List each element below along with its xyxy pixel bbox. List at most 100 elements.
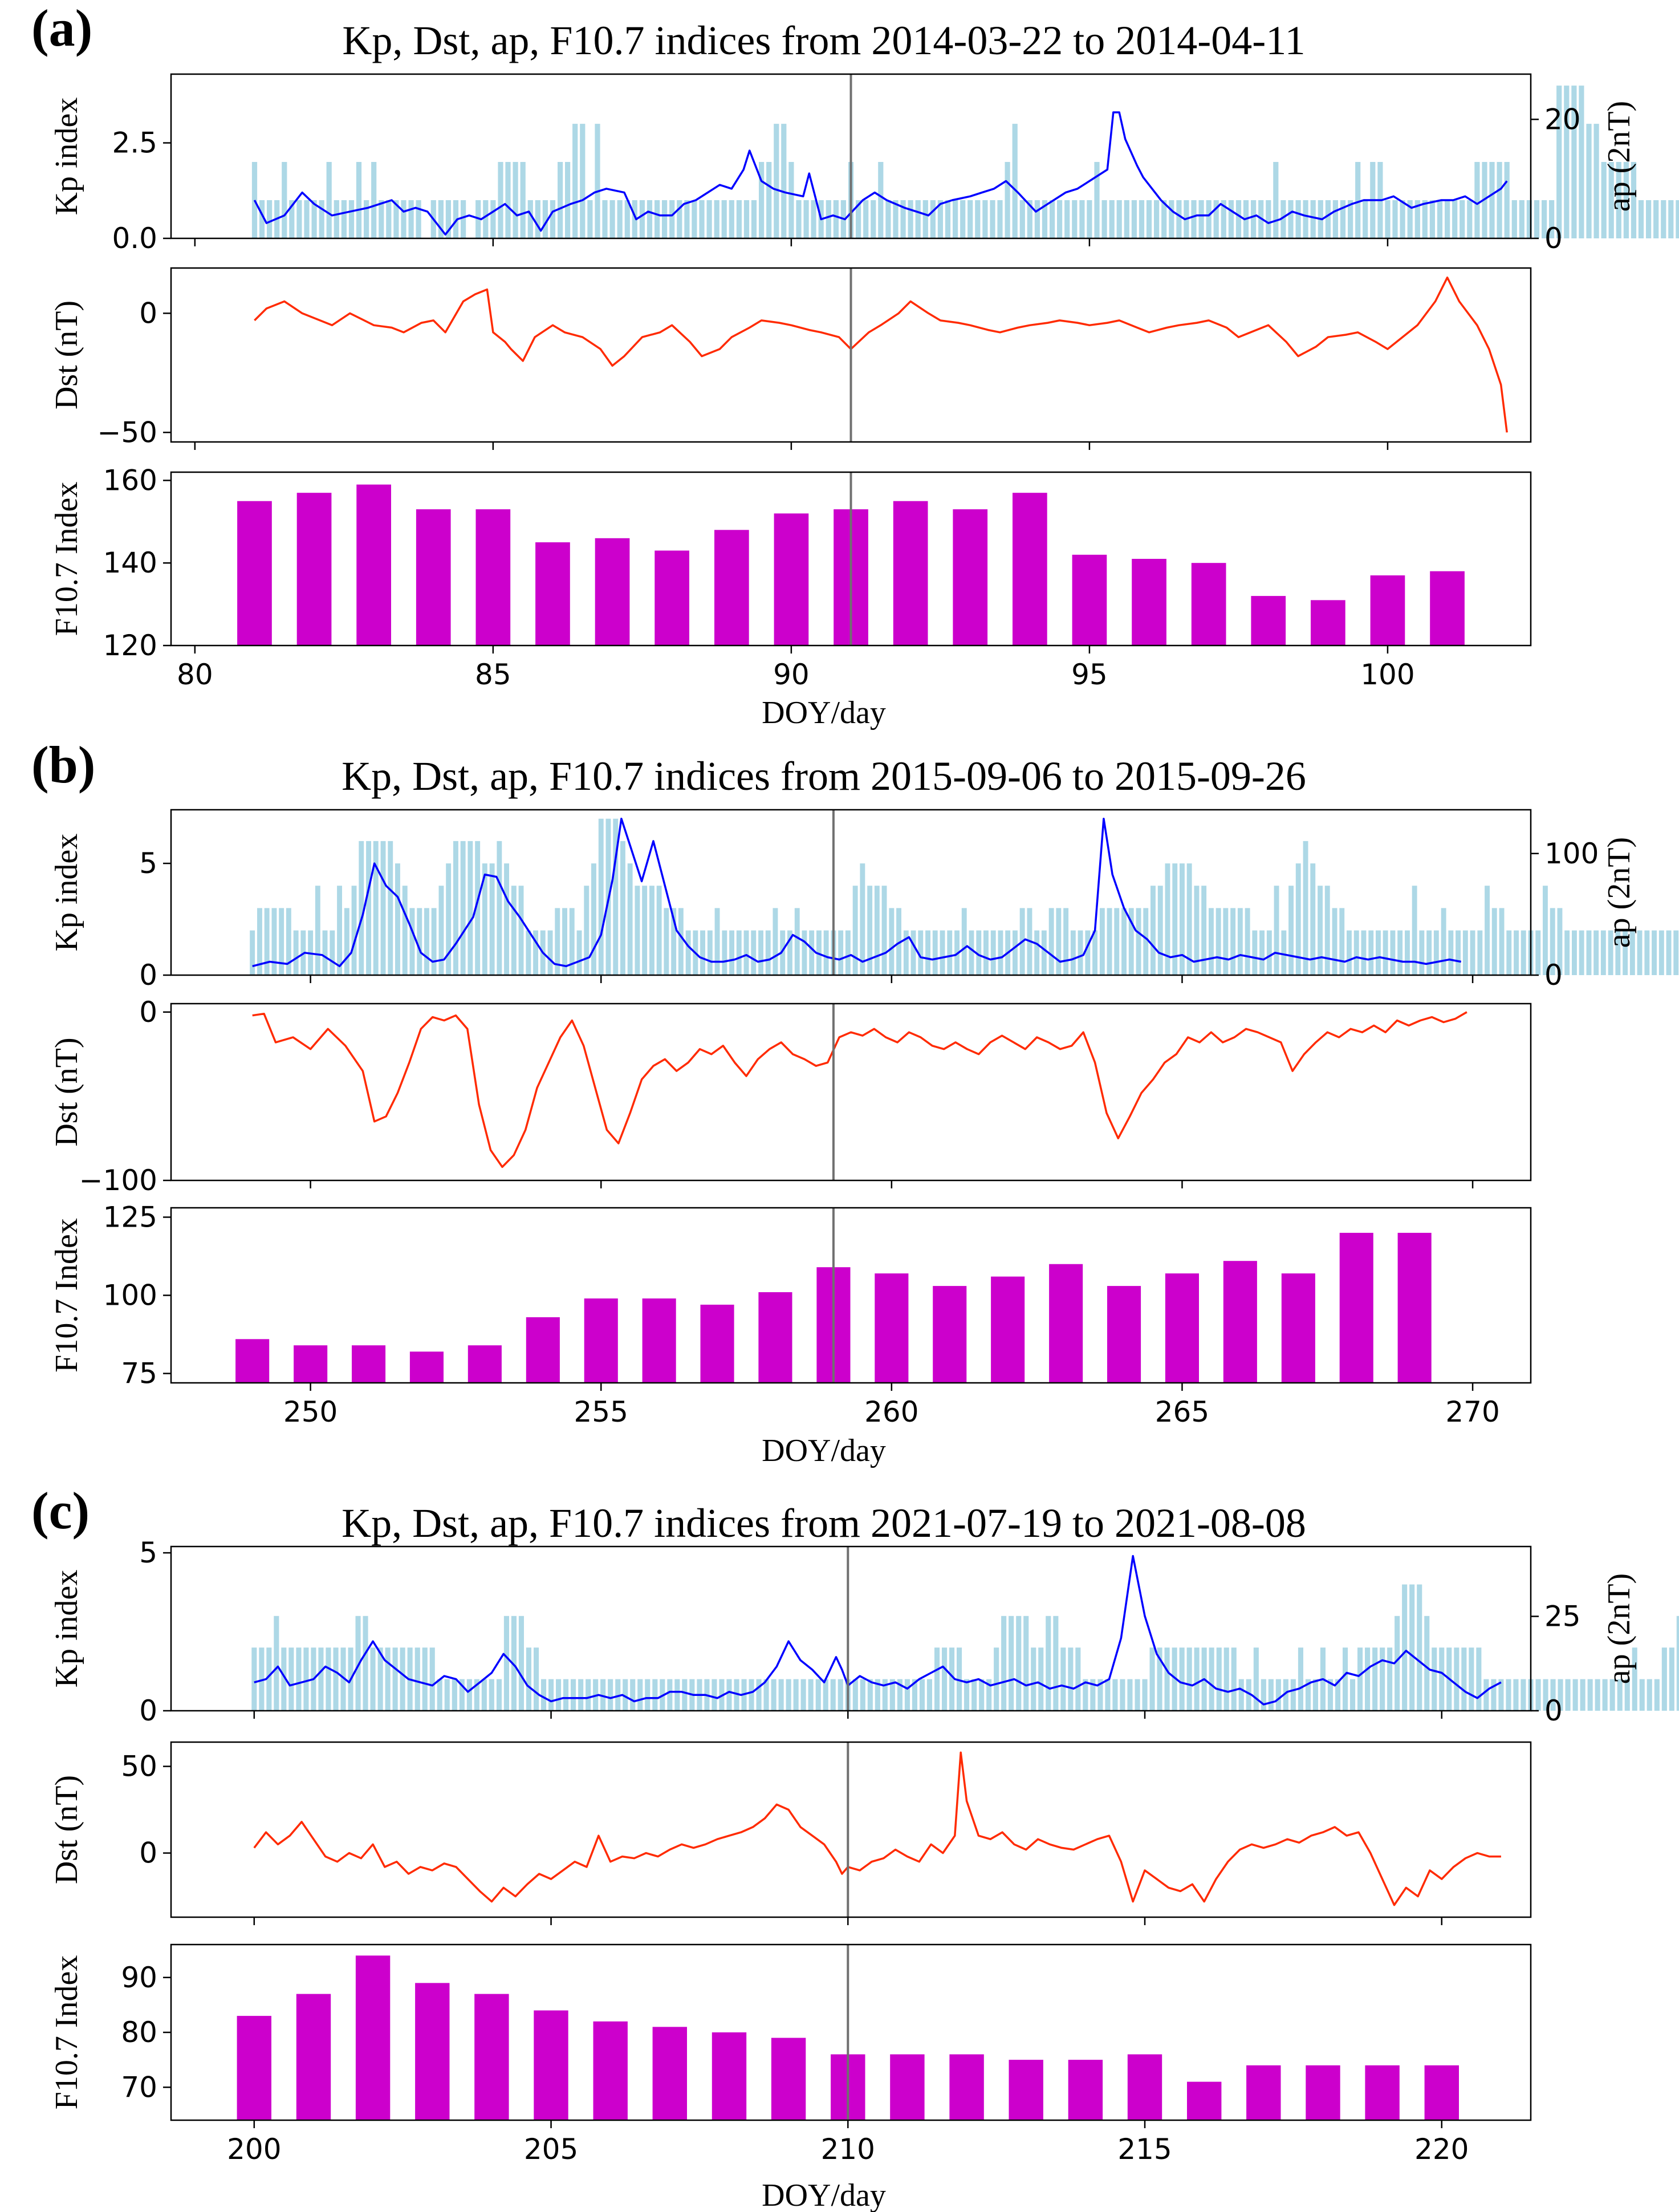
f107-bar [475,509,511,646]
kp-bar [1383,930,1388,975]
kp-bar [1312,1679,1318,1711]
kp-bar [351,886,357,975]
kp-bar [1535,1679,1541,1711]
kp-bar [706,200,712,238]
kp-ytick-tick-label: 5 [139,847,157,880]
kp-bar [1303,841,1308,975]
f107-bar [1370,575,1405,646]
kp-bar [1191,200,1197,238]
kp-bar [1601,162,1607,238]
kp-bar [639,200,645,238]
kp-bar [1429,200,1435,238]
kp-bar [1565,1679,1571,1711]
kp-bar [1019,200,1025,238]
kp-bar [1114,908,1120,975]
kp-bar [1261,1679,1266,1711]
kp-bar [281,1647,287,1711]
kp-bar [452,1679,457,1711]
kp-bar [542,200,548,238]
kp-bar [778,1679,784,1711]
kp-bar [341,200,347,238]
kp-bar [1275,1679,1281,1711]
f107-bar [1072,554,1107,646]
kp-bar [997,200,1003,238]
kp-bar [781,124,787,238]
f107-bar [1251,596,1286,646]
kp-bar [355,1616,361,1711]
kp-bar [1469,1647,1474,1711]
kp-bar [1209,908,1214,975]
kp-bar [437,1679,442,1711]
kp-bar [852,1679,858,1711]
kp-bar [1042,200,1048,238]
kp-bar [957,1647,962,1711]
kp-bar [1038,1647,1044,1711]
kp-bar [1372,1647,1378,1711]
kp-bar [315,886,320,975]
kp-bar [1514,930,1519,975]
kp-bar [1513,1679,1519,1711]
kp-bar [766,162,772,238]
kp-bar [1107,908,1112,975]
kp-bar [1253,1647,1259,1711]
kp-bar [726,1679,732,1711]
kp-bar [264,908,270,975]
kp-bar [964,1679,970,1711]
kp-bar [580,124,586,238]
kp-bar [1251,200,1257,238]
kp-bar [548,1679,554,1711]
f107-bar [714,530,749,646]
kp-bar [867,886,873,975]
kp-bar [637,1679,643,1711]
kp-bar [1448,930,1454,975]
kp-bar [780,930,786,975]
kp-bar [1624,1679,1630,1711]
f107-bar [1246,2065,1281,2121]
kp-bar [1092,930,1097,975]
kp-bar [1079,200,1085,238]
kp-bar [1087,200,1092,238]
kp-bar [910,930,916,975]
kp-bar [591,863,596,975]
kp-bar [1112,1679,1118,1711]
kp-bar [1477,930,1483,975]
kp-bar [602,200,608,238]
ap-ytick-tick-label: 0 [1544,1694,1563,1727]
f107-bar [1009,2060,1043,2120]
kp-bar [1673,930,1679,975]
kp-ytick-tick-label: 0 [139,959,157,992]
kp-bar [947,930,953,975]
dst-axes-frame [170,1741,1532,1918]
f107-axis-label: F10.7 Index [49,1955,84,2110]
kp-bar [1165,863,1170,975]
kp-bar [729,930,734,975]
kp-bar [1347,930,1352,975]
kp-bar [1445,200,1450,238]
kp-bar [526,930,531,975]
kp-bar [600,1679,606,1711]
kp-bar [811,200,816,238]
kp-bar [533,930,538,975]
kp-bar [763,1679,769,1711]
kp-bar [1572,1679,1578,1711]
kp-bar [1324,886,1330,975]
kp-bar [1550,908,1555,975]
dst-ytick-tick-label: −100 [79,1164,157,1197]
kp-bar [289,200,295,238]
kp-bar [642,886,648,975]
kp-bar [481,1679,487,1711]
kp-bar [1228,200,1234,238]
ap-ytick-tick-label: 100 [1544,837,1599,870]
kp-bar [1231,1647,1237,1711]
kp-bar [736,200,742,238]
kp-bar [714,200,719,238]
kp-ytick-tick-label: 0.0 [112,222,157,255]
kp-bar [692,200,697,238]
kp-bar [1439,1647,1445,1711]
kp-bar [796,200,802,238]
panel-c-label: (c) [31,1482,90,1540]
kp-bar [460,841,466,975]
kp-bar [1290,1679,1296,1711]
kp-bar [803,200,809,238]
